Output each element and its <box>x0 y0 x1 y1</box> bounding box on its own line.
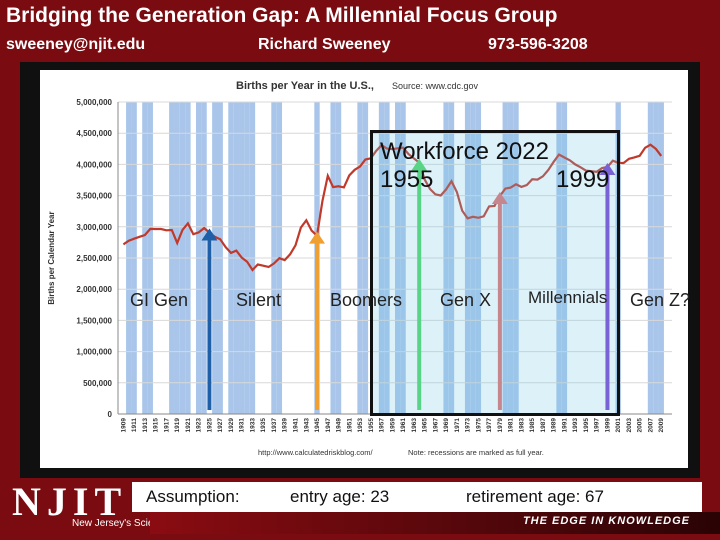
y-tick-label: 5,000,000 <box>76 98 112 107</box>
births-chart: 0 500,000 1,000,000 1,500,000 2,000,000 2,500… <box>47 80 672 457</box>
presenter-name: Richard Sweeney <box>258 36 391 53</box>
x-tick-label: 1983 <box>518 418 525 433</box>
generation-arrow-head <box>309 231 326 244</box>
x-tick-label: 1921 <box>185 418 192 433</box>
x-tick-label: 1971 <box>454 418 461 433</box>
y-tick-label: 1,500,000 <box>76 316 112 325</box>
gen-label-genx: Gen X <box>440 290 492 310</box>
chart-source: Source: www.cdc.gov <box>392 81 479 91</box>
x-tick-label: 1943 <box>303 418 310 433</box>
x-tick-label: 1993 <box>572 418 579 433</box>
y-tick-label: 2,500,000 <box>76 254 112 263</box>
generation-arrow-head <box>599 162 616 175</box>
x-tick-label: 1951 <box>346 418 353 433</box>
gen-label-boomers: Boomers <box>330 290 403 310</box>
x-tick-label: 1987 <box>540 418 547 433</box>
workforce-range-box <box>370 130 620 416</box>
x-tick-label: 1955 <box>368 418 375 433</box>
y-tick-label: 4,000,000 <box>76 160 112 169</box>
generation-arrow-head <box>201 228 218 241</box>
x-tick-label: 2007 <box>647 418 654 433</box>
x-tick-label: 1949 <box>336 418 343 433</box>
workforce-start-year: 1955 <box>380 166 434 193</box>
x-tick-label: 1933 <box>249 418 256 433</box>
x-tick-label: 1995 <box>583 418 590 433</box>
chart-panel: 0 500,000 1,000,000 1,500,000 2,000,000 2,500… <box>40 70 688 468</box>
assumption-label: Assumption: <box>146 487 240 506</box>
x-tick-label: 1919 <box>174 418 181 433</box>
x-tick-label: 1915 <box>153 418 160 433</box>
x-tick-label: 1973 <box>465 418 472 433</box>
x-tick-label: 1963 <box>411 418 418 433</box>
entry-age: entry age: 23 <box>290 487 390 506</box>
x-tick-label: 1985 <box>529 418 536 433</box>
x-tick-label: 1979 <box>497 418 504 433</box>
x-tick-label: 1927 <box>217 418 224 433</box>
footer-bar <box>150 512 720 534</box>
x-tick-label: 2003 <box>626 418 633 433</box>
retirement-age: retirement age: 67 <box>466 487 604 506</box>
gen-label-gi: GI Gen <box>130 290 189 310</box>
contact-phone: 973-596-3208 <box>488 36 588 53</box>
x-tick-label: 1959 <box>389 418 396 433</box>
y-tick-label: 3,000,000 <box>76 223 112 232</box>
x-tick-label: 1909 <box>120 418 127 433</box>
y-axis-label: Births per Calendar Year <box>47 211 56 304</box>
x-tick-label: 1941 <box>292 418 299 433</box>
chart-footer-url: http://www.calculatedriskblog.com/ <box>258 448 374 457</box>
x-tick-label: 1961 <box>400 418 407 433</box>
x-tick-label: 1965 <box>422 418 429 433</box>
y-tick-label: 3,500,000 <box>76 192 112 201</box>
njit-logo: NJIT <box>12 479 128 524</box>
x-tick-label: 1925 <box>206 418 213 433</box>
y-tick-label: 1,000,000 <box>76 348 112 357</box>
x-tick-label: 2009 <box>658 418 665 433</box>
y-tick-label: 500,000 <box>83 379 112 388</box>
tagline: THE EDGE IN KNOWLEDGE <box>522 515 690 527</box>
x-tick-label: 1981 <box>508 418 515 433</box>
workforce-end-year: 1999 <box>556 166 610 193</box>
workforce-title: Workforce 2022 <box>380 138 549 165</box>
gen-label-silent: Silent <box>236 290 282 310</box>
slide-title: Bridging the Generation Gap: A Millennia… <box>6 4 558 27</box>
x-tick-label: 1931 <box>239 418 246 433</box>
y-tick-label: 2,000,000 <box>76 285 112 294</box>
generation-arrow-head <box>491 191 508 204</box>
x-tick-label: 1953 <box>357 418 364 433</box>
chart-title: Births per Year in the U.S., <box>236 80 374 92</box>
x-tick-label: 1991 <box>561 418 568 433</box>
x-tick-label: 1929 <box>228 418 235 433</box>
contact-email[interactable]: sweeney@njit.edu <box>6 36 146 53</box>
x-tick-label: 1967 <box>432 418 439 433</box>
x-tick-label: 1911 <box>131 418 138 432</box>
x-tick-label: 1997 <box>594 418 601 433</box>
x-tick-label: 1939 <box>282 418 289 433</box>
gen-label-millennials: Millennials <box>528 288 608 307</box>
x-tick-label: 1923 <box>196 418 203 433</box>
assumption-box <box>132 482 702 512</box>
x-tick-label: 2005 <box>637 418 644 433</box>
x-tick-label: 1945 <box>314 418 321 433</box>
x-tick-label: 1989 <box>551 418 558 433</box>
x-tick-label: 1977 <box>486 418 493 433</box>
x-tick-label: 1917 <box>163 418 170 433</box>
y-tick-label: 0 <box>108 410 113 419</box>
x-tick-label: 1969 <box>443 418 450 433</box>
generation-arrow-head <box>411 158 428 171</box>
x-tick-label: 1947 <box>325 418 332 433</box>
x-tick-label: 1935 <box>260 418 267 433</box>
x-tick-label: 1957 <box>379 418 386 433</box>
x-tick-label: 1975 <box>475 418 482 433</box>
y-tick-label: 4,500,000 <box>76 129 112 138</box>
chart-footer-note: Note: recessions are marked as full year… <box>408 448 544 457</box>
x-tick-label: 1937 <box>271 418 278 433</box>
x-tick-label: 1913 <box>142 418 149 433</box>
x-tick-label: 1999 <box>604 418 611 433</box>
x-tick-label: 2001 <box>615 418 622 433</box>
gen-label-genz: Gen Z? <box>630 290 691 310</box>
